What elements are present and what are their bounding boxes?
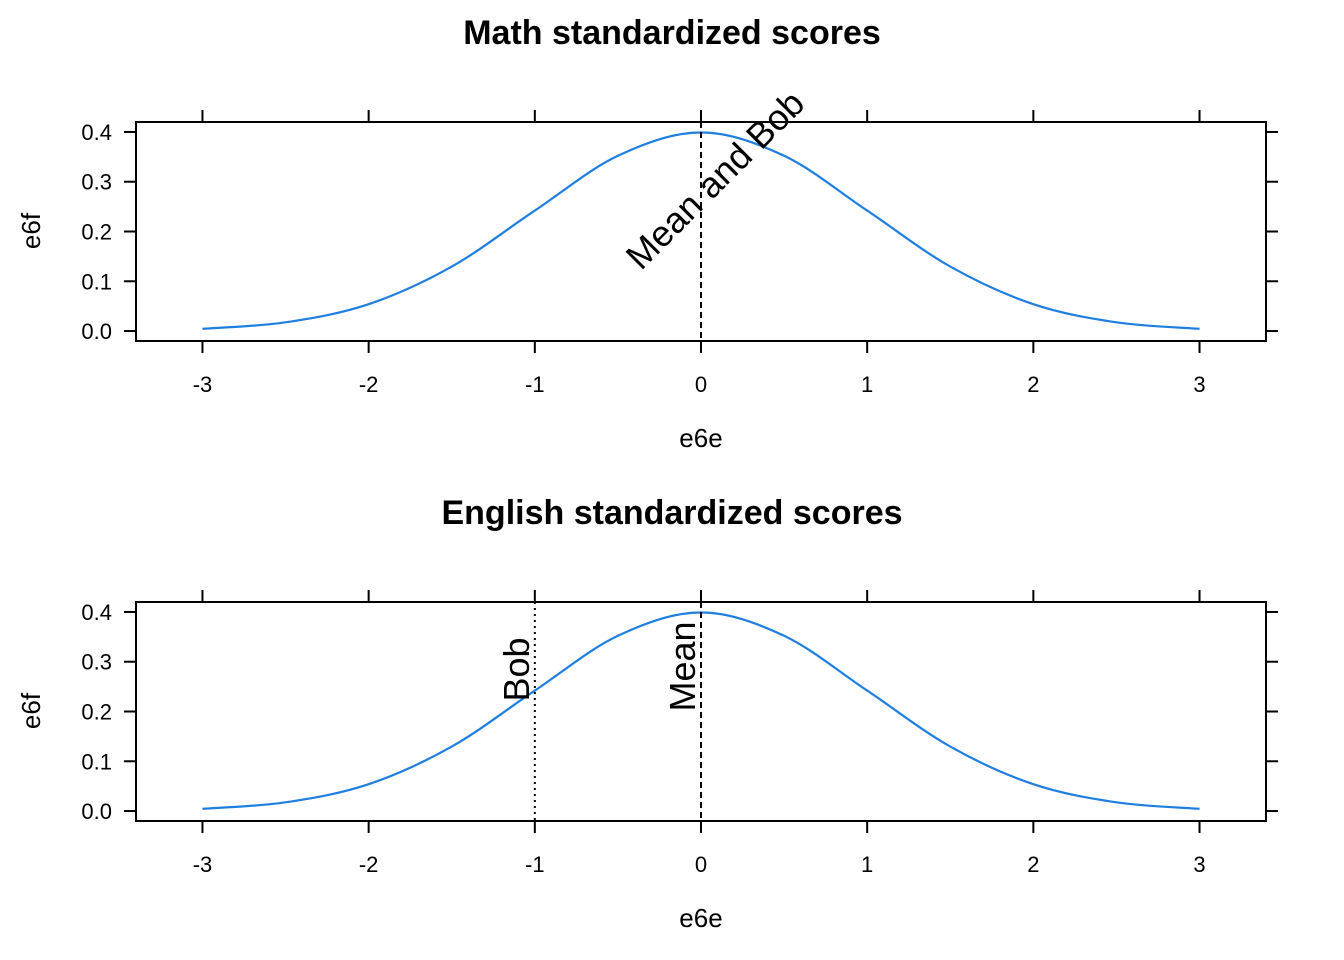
english-y-tick-label: 0.0	[81, 799, 112, 824]
math-x-tick-label: -1	[525, 372, 545, 397]
english-y-tick-label: 0.2	[81, 700, 112, 725]
english-mean-label: Mean	[662, 621, 703, 711]
math-panel: Math standardized scores -3 -2 -1 0 1 2 3 0.00…	[16, 14, 1278, 453]
english-x-tick-label: 3	[1193, 852, 1205, 877]
math-x-tick-label: -3	[193, 372, 213, 397]
english-x-tick-label: 2	[1027, 852, 1039, 877]
math-x-tick-label: 1	[861, 372, 873, 397]
english-y-tick-label: 0.1	[81, 749, 112, 774]
english-panel: English standardized scores -3 -2 -1 0 1 2 3 0…	[16, 494, 1278, 933]
math-mean-and-bob-label: Mean and Bob	[618, 82, 813, 277]
math-x-tick-label: 0	[695, 372, 707, 397]
math-x-tick-label: 3	[1193, 372, 1205, 397]
math-x-ticks: -3 -2 -1 0 1 2 3	[193, 110, 1206, 397]
math-density-curve	[202, 131, 1200, 330]
math-y-tick-label: 0.2	[81, 220, 112, 245]
math-x-axis-label: e6e	[679, 423, 722, 453]
english-x-tick-label: -3	[193, 852, 213, 877]
math-y-tick-label: 0.0	[81, 319, 112, 344]
math-chart-title: Math standardized scores	[463, 14, 881, 52]
english-chart-title: English standardized scores	[441, 494, 902, 532]
math-x-tick-label: -2	[359, 372, 379, 397]
english-y-tick-label: 0.3	[81, 650, 112, 675]
math-y-tick-label: 0.3	[81, 170, 112, 195]
english-x-tick-label: 1	[861, 852, 873, 877]
english-x-axis-label: e6e	[679, 903, 722, 933]
english-y-axis-label: e6f	[16, 692, 46, 729]
english-x-tick-label: -2	[359, 852, 379, 877]
english-bob-label: Bob	[496, 637, 537, 701]
english-y-tick-label: 0.4	[81, 600, 112, 625]
english-x-tick-label: -1	[525, 852, 545, 877]
math-y-tick-label: 0.1	[81, 269, 112, 294]
english-y-ticks: 0.0 0.1 0.2 0.3 0.4	[81, 600, 1278, 824]
english-x-ticks: -3 -2 -1 0 1 2 3	[193, 590, 1206, 877]
math-y-tick-label: 0.4	[81, 120, 112, 145]
math-y-ticks: 0.0 0.1 0.2 0.3 0.4	[81, 120, 1278, 344]
english-x-tick-label: 0	[695, 852, 707, 877]
math-x-tick-label: 2	[1027, 372, 1039, 397]
math-y-axis-label: e6f	[16, 212, 46, 249]
